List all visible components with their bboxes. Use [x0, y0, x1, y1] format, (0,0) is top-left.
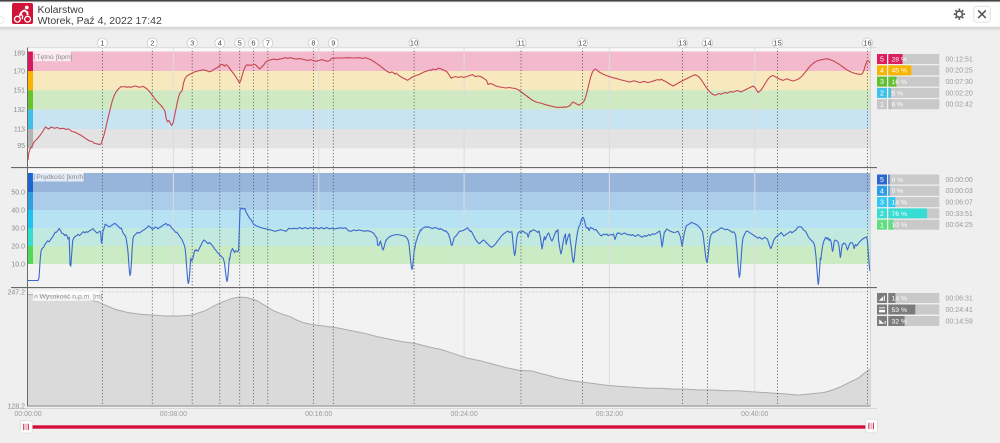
svg-text:5: 5 — [880, 57, 884, 64]
svg-text:14 %: 14 % — [892, 200, 908, 207]
svg-text:Tętno [bpm]: Tętno [bpm] — [36, 54, 72, 61]
svg-text:53 %: 53 % — [892, 307, 908, 314]
svg-text:00:06:31: 00:06:31 — [946, 295, 973, 302]
svg-text:1: 1 — [880, 222, 884, 229]
svg-text:00:00:00: 00:00:00 — [946, 177, 973, 184]
svg-text:1: 1 — [880, 102, 884, 109]
svg-text:00:24:00: 00:24:00 — [450, 411, 477, 418]
svg-text:30.0: 30.0 — [11, 225, 25, 232]
svg-text:45 %: 45 % — [892, 68, 908, 75]
svg-text:6: 6 — [251, 39, 255, 48]
svg-text:00:00:00: 00:00:00 — [14, 411, 41, 418]
svg-text:3: 3 — [190, 39, 194, 48]
svg-text:5 %: 5 % — [892, 90, 904, 97]
svg-text:00:33:51: 00:33:51 — [946, 211, 973, 218]
svg-text:11: 11 — [517, 39, 525, 48]
svg-text:2: 2 — [880, 211, 884, 218]
svg-text:4: 4 — [880, 68, 884, 75]
svg-text:95: 95 — [17, 143, 25, 150]
svg-text:1: 1 — [100, 39, 104, 48]
svg-text:28 %: 28 % — [892, 56, 908, 63]
svg-text:9: 9 — [331, 39, 335, 48]
svg-text:00:04:25: 00:04:25 — [946, 222, 973, 229]
svg-text:14: 14 — [703, 39, 711, 48]
svg-text:5: 5 — [238, 39, 242, 48]
svg-text:00:06:07: 00:06:07 — [946, 200, 973, 207]
svg-text:189: 189 — [13, 50, 25, 57]
svg-text:10: 10 — [410, 39, 418, 48]
svg-text:12: 12 — [578, 39, 586, 48]
svg-text:128.2: 128.2 — [7, 403, 25, 410]
svg-text:76 %: 76 % — [892, 211, 908, 218]
svg-text:00:12:51: 00:12:51 — [946, 56, 973, 63]
svg-text:10 %: 10 % — [892, 222, 908, 229]
svg-text:4: 4 — [880, 188, 884, 195]
svg-text:170: 170 — [13, 68, 25, 75]
svg-text:0 %: 0 % — [892, 188, 904, 195]
svg-text:40.0: 40.0 — [11, 207, 25, 214]
svg-text:Wtorek, Paź 4, 2022 17:42: Wtorek, Paź 4, 2022 17:42 — [38, 15, 162, 27]
svg-text:5: 5 — [880, 177, 884, 184]
svg-text:113: 113 — [14, 126, 25, 133]
svg-text:00:40:00: 00:40:00 — [741, 411, 768, 418]
svg-text:00:32:00: 00:32:00 — [596, 411, 623, 418]
svg-text:247.2: 247.2 — [7, 289, 25, 296]
svg-text:00:07:30: 00:07:30 — [946, 79, 973, 86]
svg-text:3: 3 — [880, 200, 884, 207]
svg-text:14 %: 14 % — [892, 295, 908, 302]
svg-text:00:24:41: 00:24:41 — [946, 307, 973, 314]
svg-text:15: 15 — [773, 39, 781, 48]
svg-text:6 %: 6 % — [892, 102, 904, 109]
svg-text:2: 2 — [150, 39, 154, 48]
svg-text:00:00:03: 00:00:03 — [946, 188, 973, 195]
svg-text:Wysokość n.p.m. [m]: Wysokość n.p.m. [m] — [40, 294, 103, 301]
svg-text:32 %: 32 % — [892, 318, 908, 325]
svg-text:00:16:00: 00:16:00 — [305, 411, 332, 418]
svg-text:13: 13 — [678, 39, 686, 48]
svg-text:Prędkość [km/h]: Prędkość [km/h] — [36, 174, 85, 181]
svg-text:4: 4 — [218, 39, 222, 48]
svg-text:2: 2 — [880, 91, 884, 98]
svg-text:132: 132 — [13, 107, 25, 114]
svg-text:Kolarstwo: Kolarstwo — [38, 4, 84, 16]
svg-text:7: 7 — [266, 39, 270, 48]
svg-text:16 %: 16 % — [892, 79, 908, 86]
svg-text:8: 8 — [311, 39, 315, 48]
svg-text:00:20:25: 00:20:25 — [946, 68, 973, 75]
svg-text:00:02:42: 00:02:42 — [946, 102, 973, 109]
svg-text:0 %: 0 % — [892, 177, 904, 184]
svg-text:20.0: 20.0 — [11, 243, 25, 250]
svg-text:50.0: 50.0 — [11, 189, 25, 196]
svg-text:00:08:00: 00:08:00 — [160, 411, 187, 418]
svg-text:10.0: 10.0 — [11, 261, 25, 268]
svg-text:00:02:20: 00:02:20 — [946, 90, 973, 97]
svg-text:151: 151 — [13, 88, 25, 95]
svg-text:00:14:59: 00:14:59 — [946, 318, 973, 325]
svg-text:3: 3 — [880, 79, 884, 86]
svg-text:16: 16 — [863, 39, 871, 48]
